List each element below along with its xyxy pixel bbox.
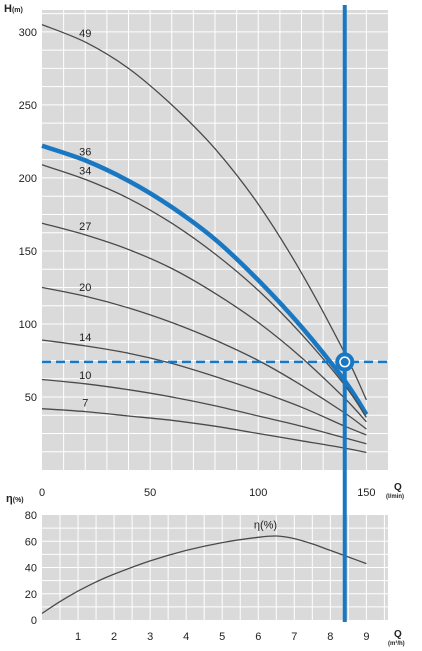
head-curve-label-27: 27 — [79, 221, 91, 233]
head-curve-34 — [41, 164, 367, 418]
head-curve-20 — [41, 286, 367, 430]
head-y-tick-label: 50 — [25, 392, 37, 404]
efficiency-axis-title: η(%) — [6, 493, 24, 505]
flow-lmin-axis-title: Q — [394, 482, 402, 493]
head-curve-36 — [41, 143, 369, 416]
head-y-tick-label: 250 — [19, 100, 37, 112]
efficiency-chart: η(%) 0 20 40 60 80 1 2 3 4 5 6 7 8 9 η(%) Q (m³/h) — [6, 493, 405, 647]
efficiency-x-tick-label: 9 — [363, 631, 369, 643]
efficiency-y-tick-label: 60 — [25, 536, 37, 548]
head-curve-49 — [41, 23, 367, 401]
head-curve-label-7: 7 — [82, 398, 88, 410]
head-curve-7 — [41, 408, 367, 454]
head-curve-14 — [41, 339, 367, 436]
head-curves — [41, 23, 369, 454]
head-x-tick-label: 150 — [357, 487, 375, 499]
operating-point-center — [340, 357, 349, 366]
efficiency-x-tick-label: 6 — [255, 631, 261, 643]
efficiency-y-tick-label: 40 — [25, 563, 37, 575]
head-x-tick-label: 50 — [144, 487, 156, 499]
head-y-tick-label: 300 — [19, 27, 37, 39]
efficiency-curves: η(%) — [41, 519, 367, 614]
flow-lmin-axis-unit: (l/min) — [386, 494, 404, 500]
head-curve-label-49: 49 — [79, 28, 91, 40]
efficiency-y-ticks: 0 20 40 60 80 — [25, 510, 37, 627]
head-axis-title: H(m) — [4, 3, 23, 15]
efficiency-chart-grid — [42, 515, 388, 620]
efficiency-y-tick-label: 0 — [31, 615, 37, 627]
efficiency-x-tick-label: 2 — [111, 631, 117, 643]
flow-m3h-axis-unit: (m³/h) — [388, 640, 405, 647]
head-curve-27 — [41, 222, 367, 423]
efficiency-axis-unit: (%) — [13, 497, 24, 504]
head-chart-grid — [42, 10, 388, 470]
head-y-tick-label: 200 — [19, 173, 37, 185]
head-curve-label-36: 36 — [79, 146, 91, 158]
efficiency-curve — [41, 535, 367, 614]
efficiency-y-tick-label: 80 — [25, 510, 37, 522]
head-curve-label-14: 14 — [79, 332, 91, 344]
head-curve-label-10: 10 — [79, 370, 91, 382]
head-curve-10 — [41, 378, 367, 445]
flow-m3h-axis-title: Q — [394, 629, 402, 640]
head-y-tick-label: 100 — [19, 319, 37, 331]
head-curve-label-20: 20 — [79, 282, 91, 294]
head-curve-labels: 49 36 34 27 20 14 10 7 — [79, 28, 91, 409]
efficiency-x-tick-label: 5 — [219, 631, 225, 643]
efficiency-x-tick-label: 3 — [147, 631, 153, 643]
head-y-tick-label: 150 — [19, 246, 37, 258]
efficiency-x-tick-label: 4 — [183, 631, 189, 643]
head-y-ticks: 50 100 150 200 250 300 — [19, 27, 37, 404]
head-x-ticks: 0 50 100 150 — [39, 487, 376, 499]
head-curve-label-34: 34 — [79, 165, 91, 177]
efficiency-x-tick-label: 8 — [327, 631, 333, 643]
efficiency-x-tick-label: 7 — [291, 631, 297, 643]
operating-point-overlay — [42, 5, 388, 622]
efficiency-x-ticks: 1 2 3 4 5 6 7 8 9 — [75, 631, 369, 643]
efficiency-x-tick-label: 1 — [75, 631, 81, 643]
head-chart: 49 36 34 27 20 14 10 7 50 100 150 200 250 300 0 50 100… — [4, 3, 404, 500]
head-x-tick-label: 0 — [39, 487, 45, 499]
head-axis-unit: (m) — [12, 7, 23, 14]
head-x-tick-label: 100 — [249, 487, 267, 499]
efficiency-y-tick-label: 20 — [25, 589, 37, 601]
efficiency-curve-label: η(%) — [254, 519, 277, 531]
